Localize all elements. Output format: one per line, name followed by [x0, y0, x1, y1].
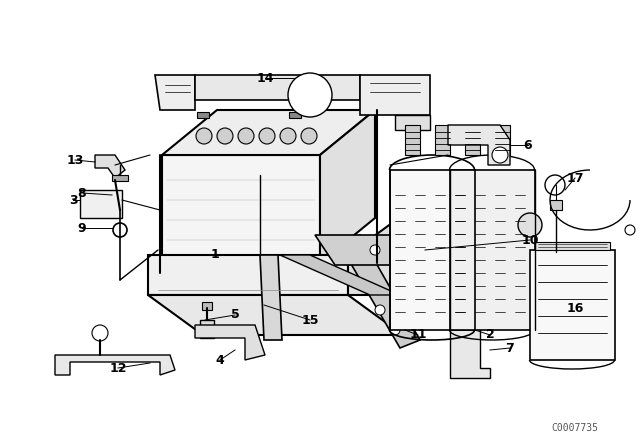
Polygon shape: [55, 355, 175, 375]
Polygon shape: [195, 325, 265, 360]
Polygon shape: [280, 255, 400, 295]
Text: 9: 9: [77, 221, 86, 234]
Circle shape: [390, 325, 400, 335]
Bar: [435, 125, 450, 155]
Circle shape: [280, 128, 296, 144]
Text: 13: 13: [67, 154, 84, 167]
Text: 16: 16: [566, 302, 584, 314]
Polygon shape: [155, 75, 195, 110]
Circle shape: [625, 225, 635, 235]
Text: 10: 10: [521, 233, 539, 246]
Text: 4: 4: [216, 353, 225, 366]
Polygon shape: [148, 295, 403, 335]
Polygon shape: [148, 255, 348, 295]
Polygon shape: [320, 110, 375, 263]
Polygon shape: [162, 155, 320, 263]
Polygon shape: [340, 235, 420, 348]
Text: 11: 11: [409, 328, 427, 341]
Text: 15: 15: [301, 314, 319, 327]
Polygon shape: [448, 125, 510, 165]
Circle shape: [288, 73, 332, 117]
Polygon shape: [450, 318, 490, 378]
Text: 2: 2: [486, 328, 494, 341]
Circle shape: [92, 325, 108, 341]
Text: 5: 5: [230, 309, 239, 322]
Polygon shape: [390, 170, 475, 330]
Circle shape: [113, 223, 127, 237]
Circle shape: [238, 128, 254, 144]
Circle shape: [375, 305, 385, 315]
Polygon shape: [197, 112, 209, 118]
Polygon shape: [535, 242, 610, 250]
Bar: [405, 125, 420, 155]
Bar: [202, 302, 212, 310]
Bar: [200, 320, 214, 338]
Bar: [80, 190, 122, 218]
Circle shape: [492, 147, 508, 163]
Polygon shape: [112, 175, 128, 181]
Polygon shape: [95, 155, 125, 178]
Text: 8: 8: [77, 186, 86, 199]
Polygon shape: [360, 75, 430, 115]
Polygon shape: [195, 75, 360, 100]
Polygon shape: [260, 255, 282, 340]
Text: 7: 7: [506, 341, 515, 354]
Polygon shape: [530, 250, 615, 360]
Text: 1: 1: [211, 249, 220, 262]
Circle shape: [259, 128, 275, 144]
Text: 3: 3: [68, 194, 77, 207]
Polygon shape: [162, 110, 375, 155]
Polygon shape: [348, 215, 403, 295]
Bar: [550, 200, 562, 210]
Polygon shape: [289, 112, 301, 118]
Bar: [495, 125, 510, 155]
Circle shape: [545, 175, 565, 195]
Text: 6: 6: [524, 138, 532, 151]
Text: C0007735: C0007735: [552, 423, 598, 433]
Text: 12: 12: [109, 362, 127, 375]
Circle shape: [518, 213, 542, 237]
Bar: [465, 125, 480, 155]
Circle shape: [217, 128, 233, 144]
Text: 17: 17: [566, 172, 584, 185]
Polygon shape: [395, 115, 430, 130]
Polygon shape: [450, 170, 535, 330]
Circle shape: [370, 245, 380, 255]
Text: 14: 14: [256, 72, 274, 85]
Polygon shape: [315, 235, 425, 265]
Circle shape: [196, 128, 212, 144]
Circle shape: [301, 128, 317, 144]
